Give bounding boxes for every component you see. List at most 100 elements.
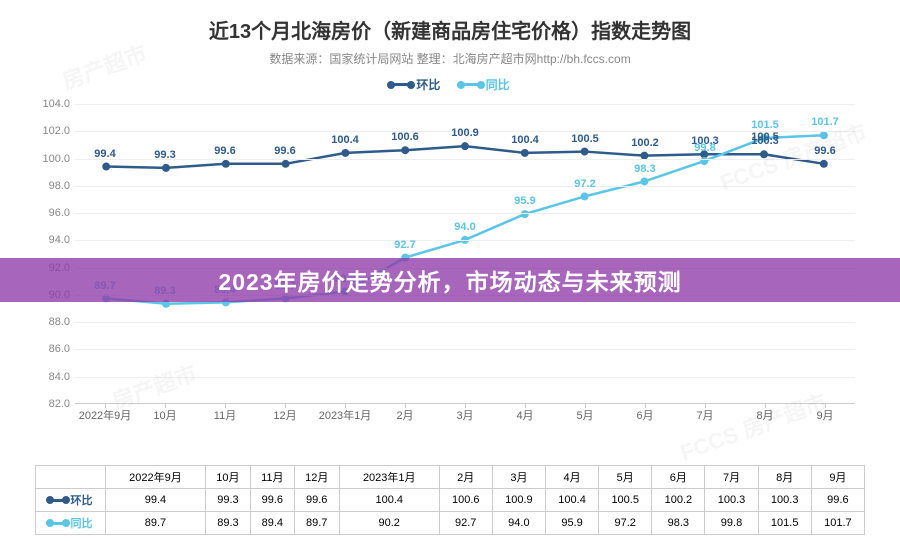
point-label: 92.7 [394,239,415,251]
point-label: 100.2 [631,137,659,149]
table-cell: 90.2 [339,512,439,535]
x-axis-tick [405,403,406,408]
y-tick-label: 82.0 [35,398,70,410]
point-label: 99.3 [154,149,175,161]
x-tick-label: 3月 [456,407,473,423]
x-tick-label: 2022年9月 [79,407,132,423]
y-tick-label: 104.0 [35,98,70,110]
table-cell: 89.3 [205,512,250,535]
row-marker-icon [49,499,67,502]
point-label: 101.7 [811,116,839,128]
x-axis-tick [765,403,766,408]
table-cell: 92.7 [439,512,492,535]
point-label: 95.9 [514,195,535,207]
x-tick-label: 2023年1月 [319,407,372,423]
x-axis-tick [105,403,106,408]
x-tick-label: 5月 [576,407,593,423]
point-label: 100.5 [571,133,599,145]
grid-line [75,104,855,105]
x-axis-tick [165,403,166,408]
point-label: 100.4 [511,134,539,146]
plot-area: 82.084.086.088.090.092.094.096.098.0100.… [75,104,855,404]
x-axis-tick [285,403,286,408]
x-tick-label: 12月 [273,407,296,423]
table-cell: 100.9 [492,489,545,512]
grid-line [75,377,855,378]
table-header-cell: 11月 [251,466,295,489]
table-cell: 97.2 [599,512,652,535]
table-cell: 95.9 [545,512,598,535]
table-cell: 99.6 [811,489,864,512]
point-label: 99.6 [214,145,235,157]
table-header-cell: 2023年1月 [339,466,439,489]
x-axis-tick [645,403,646,408]
table-cell: 100.6 [439,489,492,512]
point-label: 100.4 [331,134,359,146]
point-label: 98.3 [634,163,655,175]
y-tick-label: 102.0 [35,125,70,137]
table-cell: 98.3 [652,512,705,535]
y-tick-label: 88.0 [35,316,70,328]
legend: 环比 同比 [35,75,865,93]
table-cell: 89.7 [294,512,339,535]
y-tick-label: 86.0 [35,343,70,355]
table-cell: 100.2 [652,489,705,512]
table-cell: 100.4 [339,489,439,512]
x-tick-label: 2月 [396,407,413,423]
x-tick-label: 11月 [214,407,236,423]
grid-line [75,159,855,160]
legend-item-a: 环比 [390,76,440,93]
table-cell: 101.5 [758,512,811,535]
point-label: 97.2 [574,178,595,190]
point-label: 99.6 [814,145,835,157]
table-header-cell: 6月 [652,466,705,489]
x-tick-label: 7月 [696,407,713,423]
x-axis-tick [825,403,826,408]
grid-line [75,240,855,241]
table-header-cell: 9月 [811,466,864,489]
y-tick-label: 84.0 [35,371,70,383]
x-tick-label: 8月 [756,407,773,423]
table-cell: 100.5 [599,489,652,512]
table-header-cell: 10月 [205,466,250,489]
table-cell: 94.0 [492,512,545,535]
grid-line [75,186,855,187]
table-cell: 100.3 [705,489,758,512]
table-header-cell: 2月 [439,466,492,489]
y-tick-label: 94.0 [35,234,70,246]
table-cell: 89.7 [106,512,206,535]
grid-line [75,213,855,214]
table-header-cell: 3月 [492,466,545,489]
table-row-header: 同比 [36,512,106,535]
table-header-cell: 5月 [599,466,652,489]
x-axis-tick [225,403,226,408]
x-axis-tick [585,403,586,408]
chart-subtitle: 数据来源：国家统计局网站 整理：北海房产超市网http://bh.fccs.co… [35,50,865,67]
table-row-header: 环比 [36,489,106,512]
chart-title: 近13个月北海房价（新建商品房住宅价格）指数走势图 [35,15,865,44]
point-label: 100.9 [451,127,479,139]
x-tick-label: 6月 [636,407,653,423]
y-tick-label: 100.0 [35,153,70,165]
table-cell: 99.6 [294,489,339,512]
legend-item-b: 同比 [460,76,510,93]
table-cell: 99.6 [251,489,295,512]
point-label: 100.6 [391,131,419,143]
table-header-cell: 7月 [705,466,758,489]
table-header-cell: 12月 [294,466,339,489]
x-axis-tick [525,403,526,408]
x-axis-tick [465,403,466,408]
grid-line [75,322,855,323]
table-cell: 99.4 [106,489,206,512]
point-label: 99.4 [94,148,115,160]
grid-line [75,349,855,350]
legend-marker-a [390,83,412,86]
x-tick-label: 9月 [816,407,833,423]
table-cell: 100.4 [545,489,598,512]
y-tick-label: 98.0 [35,180,70,192]
legend-label-b: 同比 [486,76,510,93]
table-cell: 99.8 [705,512,758,535]
point-label-overlay: 100.5 [751,131,779,143]
overlay-banner: 2023年房价走势分析，市场动态与未来预测 [0,258,900,302]
legend-label-a: 环比 [416,76,440,93]
